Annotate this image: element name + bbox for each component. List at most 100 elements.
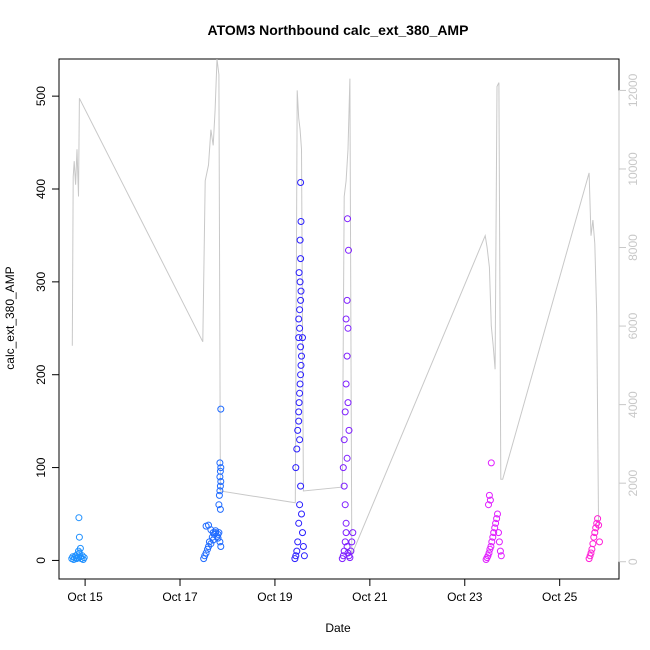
data-point [348,538,356,546]
data-point [342,315,350,323]
data-point [347,547,355,555]
data-point [216,487,224,495]
data-point [292,464,300,472]
data-point [294,426,302,434]
data-point [495,538,503,546]
data-point [492,519,500,527]
y-tick-label: 0 [34,557,48,564]
data-point [345,246,352,254]
data-point [596,538,603,546]
data-point [342,380,350,388]
data-point [345,426,353,434]
data-point [296,436,304,444]
y2-line-series [71,58,600,555]
data-point [299,543,307,550]
y2-tick-label: 4000 [626,391,640,418]
chart-title: ATOM3 Northbound calc_ext_380_AMP [208,22,469,38]
data-point [296,306,304,314]
data-point [589,540,597,548]
data-point [292,552,300,560]
data-point [344,215,351,223]
data-point [212,527,220,535]
data-point [343,543,351,550]
data-point [339,464,347,472]
data-point [296,324,304,332]
data-point [487,543,495,550]
data-point [295,408,303,416]
data-point [343,352,351,360]
data-point [298,352,305,360]
data-point [341,501,349,509]
data-point [296,236,304,244]
data-point [341,538,349,546]
data-point [485,491,493,499]
y-tick-label: 300 [34,272,48,292]
data-point [489,533,497,541]
data-point [343,296,351,304]
data-point [485,549,493,557]
data-point [80,554,88,562]
data-point [486,496,494,504]
data-point [295,399,303,407]
data-point [297,482,305,490]
data-point [296,501,304,509]
data-point [202,549,210,557]
data-point [595,521,603,529]
y2-tick-label: 10000 [626,152,640,186]
data-point [295,334,303,342]
data-point [217,478,225,485]
data-point [349,529,357,537]
data-point [340,482,348,490]
data-point [343,454,351,462]
data-point [293,445,301,453]
data-point [593,519,601,527]
data-point [217,543,225,550]
data-point [217,464,225,472]
points-layer [68,179,603,563]
data-point [216,482,224,490]
y-tick-label: 400 [34,179,48,199]
data-point [495,529,502,537]
data-point [207,540,215,548]
data-point [594,515,602,523]
y-tick-label: 200 [34,364,48,384]
data-point [296,278,304,286]
y2-tick-label: 6000 [626,312,640,339]
y-tick-label: 500 [34,86,48,106]
data-point [340,436,348,444]
y2-tick-label: 8000 [626,234,640,261]
data-point [300,552,308,560]
data-point [497,552,505,560]
x-tick-label: Oct 23 [447,590,483,604]
data-point [496,547,504,555]
data-point [297,255,305,263]
data-point [346,554,354,562]
data-point [344,399,352,407]
data-point [75,533,83,541]
data-point [294,538,302,546]
data-point [490,529,498,537]
data-point [216,467,224,475]
data-point [216,505,224,513]
data-point [299,334,306,342]
x-tick-label: Oct 15 [67,590,103,604]
data-point [215,501,223,509]
data-point [488,538,496,546]
data-point [297,343,305,351]
data-point [293,547,301,555]
y2-series-line [71,58,600,555]
data-point [216,459,224,467]
data-point [75,547,82,555]
data-point [587,549,595,557]
data-point [296,380,304,388]
data-point [493,515,501,523]
data-point [75,514,83,522]
data-point [342,519,350,527]
data-point [494,510,501,518]
data-point [487,459,495,467]
data-point [295,519,303,527]
data-point [344,324,352,332]
y2-tick-label: 0 [626,558,640,565]
data-point [299,529,306,537]
